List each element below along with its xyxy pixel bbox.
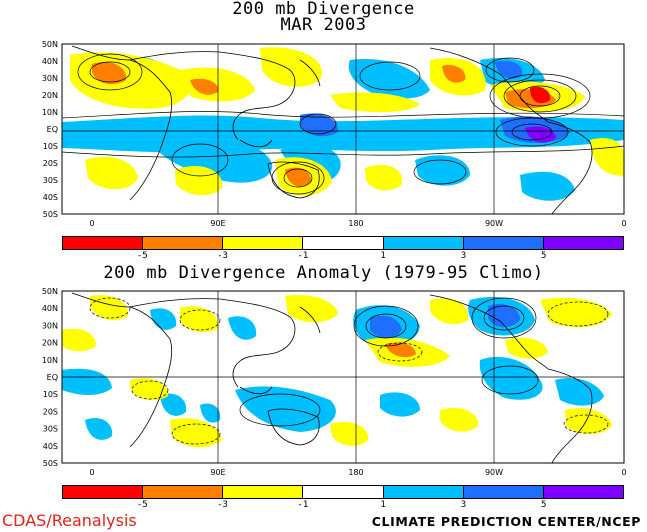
bottom-lon-label: 0 (621, 468, 626, 477)
top-lat-label: 40S (43, 193, 58, 202)
colorbar-tick-label: -5 (136, 500, 148, 510)
colorbar-segment (223, 486, 304, 498)
colorbar-tick-label: -3 (217, 251, 228, 261)
top-lat-label: 10S (43, 142, 58, 151)
colorbar-tick-label: -5 (136, 251, 148, 261)
top-map-title-line2: MAR 2003 (280, 15, 367, 35)
top-lon-label: 90W (485, 219, 503, 228)
top-lat-label: 10N (42, 108, 58, 117)
colorbar-segment (463, 237, 544, 249)
credit-label: CLIMATE PREDICTION CENTER/NCEP (371, 514, 641, 529)
top-lat-label: 50S (43, 210, 58, 219)
bottom-lon-label: 90E (210, 468, 225, 477)
colorbar-tick-label: 5 (540, 251, 547, 261)
top-lon-label: 180 (348, 219, 363, 228)
colorbar-tick-label: -3 (217, 500, 228, 510)
bottom-lat-label: 50N (42, 287, 58, 296)
top-lon-label: 0 (89, 219, 94, 228)
top-divergence-map (61, 43, 625, 215)
colorbar-tick-label: -1 (297, 251, 309, 261)
top-lat-label: EQ (47, 125, 58, 134)
top-colorbar (62, 236, 624, 250)
bottom-lon-label: 180 (348, 468, 363, 477)
colorbar-segment (463, 486, 544, 498)
colorbar-segment (223, 237, 304, 249)
colorbar-tick-label: 1 (380, 500, 386, 510)
top-colorbar-labels: -5 -3 -1 1 3 5 (62, 251, 624, 263)
top-lat-label: 30S (43, 176, 58, 185)
bottom-lat-label: 10N (42, 356, 58, 365)
top-lat-label: 20N (42, 91, 58, 100)
data-source-label: CDAS/Reanalysis (2, 511, 137, 530)
bottom-lat-label: 20S (43, 407, 58, 416)
colorbar-segment (383, 237, 464, 249)
top-lat-label: 30N (42, 74, 58, 83)
colorbar-segment (303, 237, 384, 249)
bottom-lat-label: 10S (43, 390, 58, 399)
colorbar-segment (543, 237, 623, 249)
top-lat-label: 40N (42, 57, 58, 66)
top-lon-label: 90E (210, 219, 225, 228)
bottom-lon-label: 0 (89, 468, 94, 477)
colorbar-segment (543, 486, 623, 498)
bottom-lat-label: 30N (42, 321, 58, 330)
colorbar-tick-label: 3 (460, 251, 467, 261)
bottom-lat-label: 30S (43, 425, 58, 434)
colorbar-tick-label: 3 (460, 500, 467, 510)
colorbar-segment (143, 237, 224, 249)
top-lat-label: 50N (42, 40, 58, 49)
bottom-lat-label: 20N (42, 339, 58, 348)
colorbar-segment (63, 237, 144, 249)
colorbar-tick-label: 1 (380, 251, 386, 261)
bottom-lat-label: 40S (43, 442, 58, 451)
bottom-colorbar-labels: -5 -3 -1 1 3 5 (62, 500, 624, 512)
colorbar-segment (303, 486, 384, 498)
colorbar-segment (63, 486, 144, 498)
colorbar-tick-label: -1 (297, 500, 309, 510)
bottom-anomaly-map (61, 290, 625, 464)
colorbar-segment (383, 486, 464, 498)
axis-labels: 50N 40N 30N 20N 10N EQ 10S 20S 30S 40S 50S 0 90E 180 9… (42, 40, 627, 477)
top-lon-label: 0 (621, 219, 626, 228)
bottom-lat-label: 50S (43, 459, 58, 468)
top-lat-label: 20S (43, 159, 58, 168)
colorbar-segment (143, 486, 224, 498)
bottom-map-title: 200 mb Divergence Anomaly (1979-95 Climo… (103, 263, 544, 283)
colorbar-tick-label: 5 (540, 500, 547, 510)
bottom-lat-label: EQ (47, 373, 58, 382)
top-map-title-line1: 200 mb Divergence (232, 0, 415, 19)
bottom-lat-label: 40N (42, 304, 58, 313)
bottom-colorbar (62, 485, 624, 499)
bottom-lon-label: 90W (485, 468, 503, 477)
